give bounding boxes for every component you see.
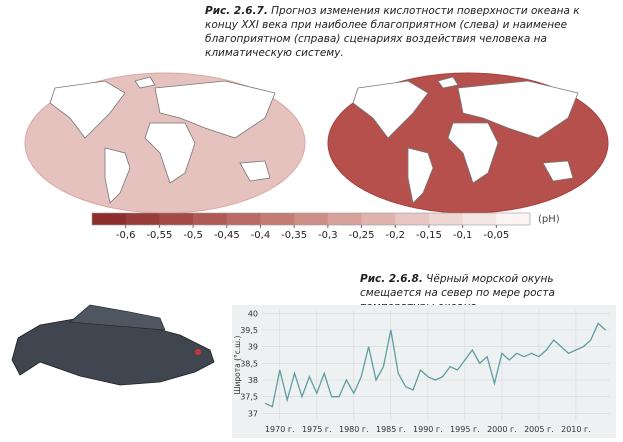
colorbar-segment [361,213,396,225]
colorbar-tick-label: -0,25 [349,230,375,241]
y-tick-label: 39,5 [240,326,258,335]
colorbar-segment [294,213,329,225]
colorbar-frame [91,212,531,226]
colorbar-tick-label: -0,2 [385,230,405,241]
colorbar-segment [92,213,127,225]
colorbar-segment [193,213,228,225]
colorbar-unit: (pH) [538,214,560,225]
y-tick-label: 40 [248,309,258,318]
map-right [327,72,609,214]
colorbar-segment [260,213,295,225]
caption-2-6-7: Рис. 2.6.7. Прогноз изменения кислотност… [205,4,615,60]
y-axis-label: Широта (°с.ш.) [233,335,242,394]
colorbar-tick-label: -0,15 [416,230,442,241]
colorbar-tick-label: -0,3 [318,230,338,241]
colorbar-tick-label: -0,6 [116,230,136,241]
colorbar-segment [226,213,261,225]
colorbar-segment [462,213,497,225]
caption-text: Прогноз изменения кислотности поверхност… [205,5,580,59]
x-tick-label: 1985 г. [376,425,406,434]
colorbar-tick-label: -0,55 [146,230,172,241]
x-tick-label: 1975 г. [302,425,332,434]
x-tick-label: 2010 г. [561,425,591,434]
x-tick-label: 1970 г. [265,425,295,434]
y-tick-label: 37 [248,409,258,418]
colorbar-segment [159,213,194,225]
caption-label: Рис. 2.6.7. [205,5,268,17]
colorbar-tick-label: -0,1 [453,230,473,241]
x-tick-label: 1995 г. [450,425,480,434]
caption-label: Рис. 2.6.8. [360,273,423,285]
colorbar-tick-label: -0,4 [251,230,271,241]
colorbar-segment [428,213,464,225]
x-tick-label: 2005 г. [524,425,554,434]
x-tick-label: 1980 г. [339,425,369,434]
y-tick-label: 38,5 [240,359,258,368]
colorbar-segment [125,213,160,225]
chart-background [232,305,616,438]
colorbar-segment [496,213,531,225]
y-tick-label: 38 [248,376,258,385]
colorbar-segment [395,213,430,225]
colorbar-tick-label: -0,45 [214,230,240,241]
x-tick-label: 1990 г. [413,425,443,434]
colorbar-tick-label: -0,5 [183,230,203,241]
colorbar-tick-label: -0,35 [281,230,307,241]
colorbar-tick-label: -0,05 [483,230,509,241]
map-left [24,72,306,214]
fish [11,304,215,386]
y-tick-label: 37,5 [240,393,258,402]
colorbar-segment [327,213,363,225]
line [264,322,606,408]
y-tick-label: 39 [248,343,258,352]
x-tick-label: 2000 г. [487,425,517,434]
